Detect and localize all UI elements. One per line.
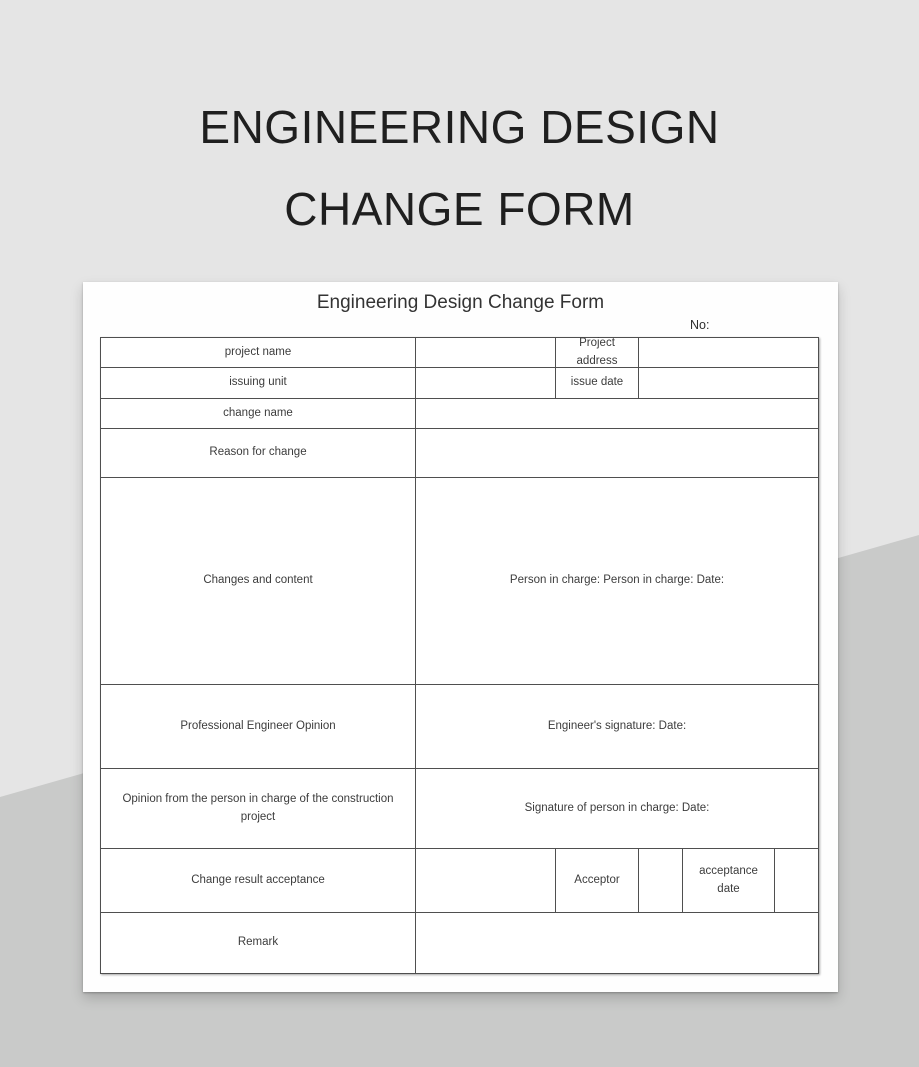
reason-for-change-input-cell[interactable] bbox=[416, 429, 819, 478]
changes-and-content-signature-cell[interactable]: Person in charge: Person in charge: Date… bbox=[416, 478, 819, 685]
change-result-input-cell[interactable] bbox=[416, 849, 556, 913]
issue-date-input-cell[interactable] bbox=[639, 368, 819, 399]
change-name-input-cell[interactable] bbox=[416, 399, 819, 429]
acceptor-input-cell[interactable] bbox=[639, 849, 683, 913]
project-name-input-cell[interactable] bbox=[416, 338, 556, 368]
person-in-charge-signature-cell[interactable]: Signature of person in charge: Date: bbox=[416, 769, 819, 849]
form-title: Engineering Design Change Form bbox=[316, 292, 605, 313]
project-name-label: project name bbox=[101, 338, 416, 368]
page-title-line-1: ENGINEERING DESIGN bbox=[199, 101, 720, 153]
page-title-line-2: CHANGE FORM bbox=[284, 183, 635, 235]
reason-for-change-label: Reason for change bbox=[101, 429, 416, 478]
change-name-label: change name bbox=[101, 399, 416, 429]
form-number-label: No: bbox=[690, 318, 710, 332]
form-document-card: Engineering Design Change Form No: proje… bbox=[83, 282, 838, 992]
acceptor-label: Acceptor bbox=[556, 849, 639, 913]
issuing-unit-input-cell[interactable] bbox=[416, 368, 556, 399]
acceptance-date-label: acceptance date bbox=[683, 849, 775, 913]
remark-label: Remark bbox=[101, 913, 416, 974]
project-address-label: Project address bbox=[556, 337, 639, 368]
issue-date-label: issue date bbox=[556, 368, 639, 399]
page-title: ENGINEERING DESIGN CHANGE FORM bbox=[0, 86, 919, 250]
form-table: project name Project address issuing uni… bbox=[100, 337, 819, 974]
engineer-signature-cell[interactable]: Engineer's signature: Date: bbox=[416, 685, 819, 769]
construction-opinion-label: Opinion from the person in charge of the… bbox=[101, 769, 416, 849]
acceptance-date-input-cell[interactable] bbox=[775, 849, 819, 913]
change-result-acceptance-label: Change result acceptance bbox=[101, 849, 416, 913]
remark-input-cell[interactable] bbox=[416, 913, 819, 974]
project-address-input-cell[interactable] bbox=[639, 338, 819, 368]
issuing-unit-label: issuing unit bbox=[101, 368, 416, 399]
professional-engineer-opinion-label: Professional Engineer Opinion bbox=[101, 685, 416, 769]
changes-and-content-label: Changes and content bbox=[101, 478, 416, 685]
